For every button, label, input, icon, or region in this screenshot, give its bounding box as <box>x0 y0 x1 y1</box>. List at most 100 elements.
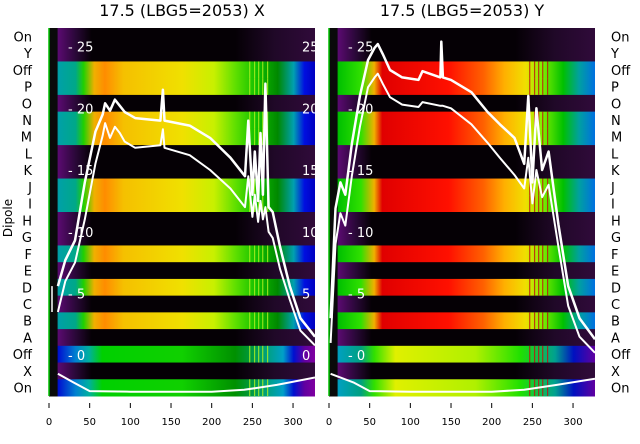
row-label: B <box>23 315 32 330</box>
row-label: Off <box>13 64 33 79</box>
series-upper <box>329 40 595 340</box>
panel-x: 17.5 (LBG5=2053) X On Y Off PONMLKJIHGFEDCBA… <box>13 1 319 428</box>
spectral-line <box>538 195 540 212</box>
spectral-line <box>533 195 536 212</box>
row-label: On <box>14 382 32 397</box>
row-label: X <box>611 365 620 380</box>
row-label: G <box>611 231 621 246</box>
spectral-line <box>267 278 269 296</box>
row-label: K <box>23 164 32 179</box>
row-band-off <box>49 61 315 79</box>
x-tick-label: 50 <box>83 417 96 428</box>
series-baseline <box>57 372 315 393</box>
row-band-m <box>329 128 595 146</box>
spectral-line <box>529 61 531 79</box>
spectral-line <box>258 78 260 95</box>
x-tick-label: 100 <box>401 417 420 428</box>
spectral-line <box>253 111 256 129</box>
row-label: K <box>611 164 620 179</box>
spectral-line <box>249 111 251 129</box>
row-label: H <box>22 214 32 229</box>
series-lower <box>329 72 595 354</box>
inner-tick-label-right: 0 <box>302 349 310 364</box>
row-band-l <box>329 145 595 163</box>
row-band-x <box>49 362 315 380</box>
spectral-line <box>249 245 251 263</box>
row-label: P <box>24 81 32 96</box>
row-band-on <box>329 379 595 397</box>
spectral-line <box>262 78 264 95</box>
spectral-line <box>533 78 536 95</box>
spectral-line <box>529 178 531 196</box>
spectral-line <box>258 245 260 263</box>
spectral-line <box>262 345 264 363</box>
row-label: P <box>611 81 619 96</box>
row-band-h <box>49 212 315 230</box>
spectral-line <box>547 312 549 330</box>
x-tick-label: 200 <box>482 417 501 428</box>
row-label: On <box>14 30 32 45</box>
row-band-c <box>49 295 315 313</box>
spectral-line <box>262 278 264 296</box>
series-baseline <box>330 372 595 393</box>
inner-tick-label-right: 20 <box>302 102 319 117</box>
x-tick-label: 250 <box>523 417 542 428</box>
spectral-line <box>249 345 251 363</box>
row-label: Off <box>611 348 631 363</box>
row-label: H <box>611 214 621 229</box>
spectral-line <box>267 345 269 363</box>
panel-title: 17.5 (LBG5=2053) Y <box>380 1 545 20</box>
row-label: E <box>611 265 619 280</box>
spectral-line <box>538 245 540 263</box>
row-label: On <box>611 382 629 397</box>
y-axis-label: Dipole <box>1 199 15 237</box>
spectral-line <box>538 312 540 330</box>
row-label: On <box>611 30 629 45</box>
row-band-e <box>329 262 595 280</box>
x-tick-label: 100 <box>121 417 140 428</box>
spectral-line <box>547 128 549 146</box>
x-tick-label: 150 <box>161 417 180 428</box>
row-band-off <box>49 345 315 364</box>
spectral-line <box>267 111 269 129</box>
row-band-d <box>49 278 315 297</box>
inner-tick-label: - 0 <box>348 349 365 364</box>
spectral-line <box>249 78 251 95</box>
spectral-line <box>262 312 264 330</box>
panel-title: 17.5 (LBG5=2053) X <box>99 1 265 20</box>
spectral-line <box>547 345 549 363</box>
row-band-b <box>329 312 595 330</box>
spectral-line <box>542 245 544 263</box>
row-label: J <box>610 181 615 196</box>
spectral-line <box>249 61 251 79</box>
spectral-line <box>262 245 264 263</box>
spectral-line <box>258 345 260 363</box>
row-label: Y <box>610 47 619 62</box>
spectral-line <box>542 178 544 196</box>
row-label: L <box>25 147 33 162</box>
spectral-line <box>262 128 264 146</box>
x-tick-label: 150 <box>441 417 460 428</box>
x-tick-label: 300 <box>283 417 302 428</box>
spectral-line <box>529 379 531 396</box>
spectral-line <box>542 312 544 330</box>
spectral-line <box>542 345 544 363</box>
spectral-line <box>542 78 544 95</box>
panel-y: 17.5 (LBG5=2053) Y On Y Off PONMLKJIHGFEDCBA… <box>326 1 631 428</box>
spectral-line <box>258 128 260 146</box>
spectral-line <box>258 61 260 79</box>
inner-tick-label: - 0 <box>68 349 85 364</box>
spectral-line <box>258 278 260 296</box>
spectral-line <box>249 278 251 296</box>
spectral-line <box>267 61 269 79</box>
row-band-m <box>49 128 315 146</box>
row-label: A <box>611 331 620 346</box>
row-band-g <box>49 228 315 246</box>
row-band-off <box>329 61 595 79</box>
spectral-line <box>529 78 531 95</box>
row-label: F <box>611 248 618 263</box>
spectral-line <box>538 345 540 363</box>
spectral-line <box>253 345 256 363</box>
row-label: J <box>27 181 32 196</box>
